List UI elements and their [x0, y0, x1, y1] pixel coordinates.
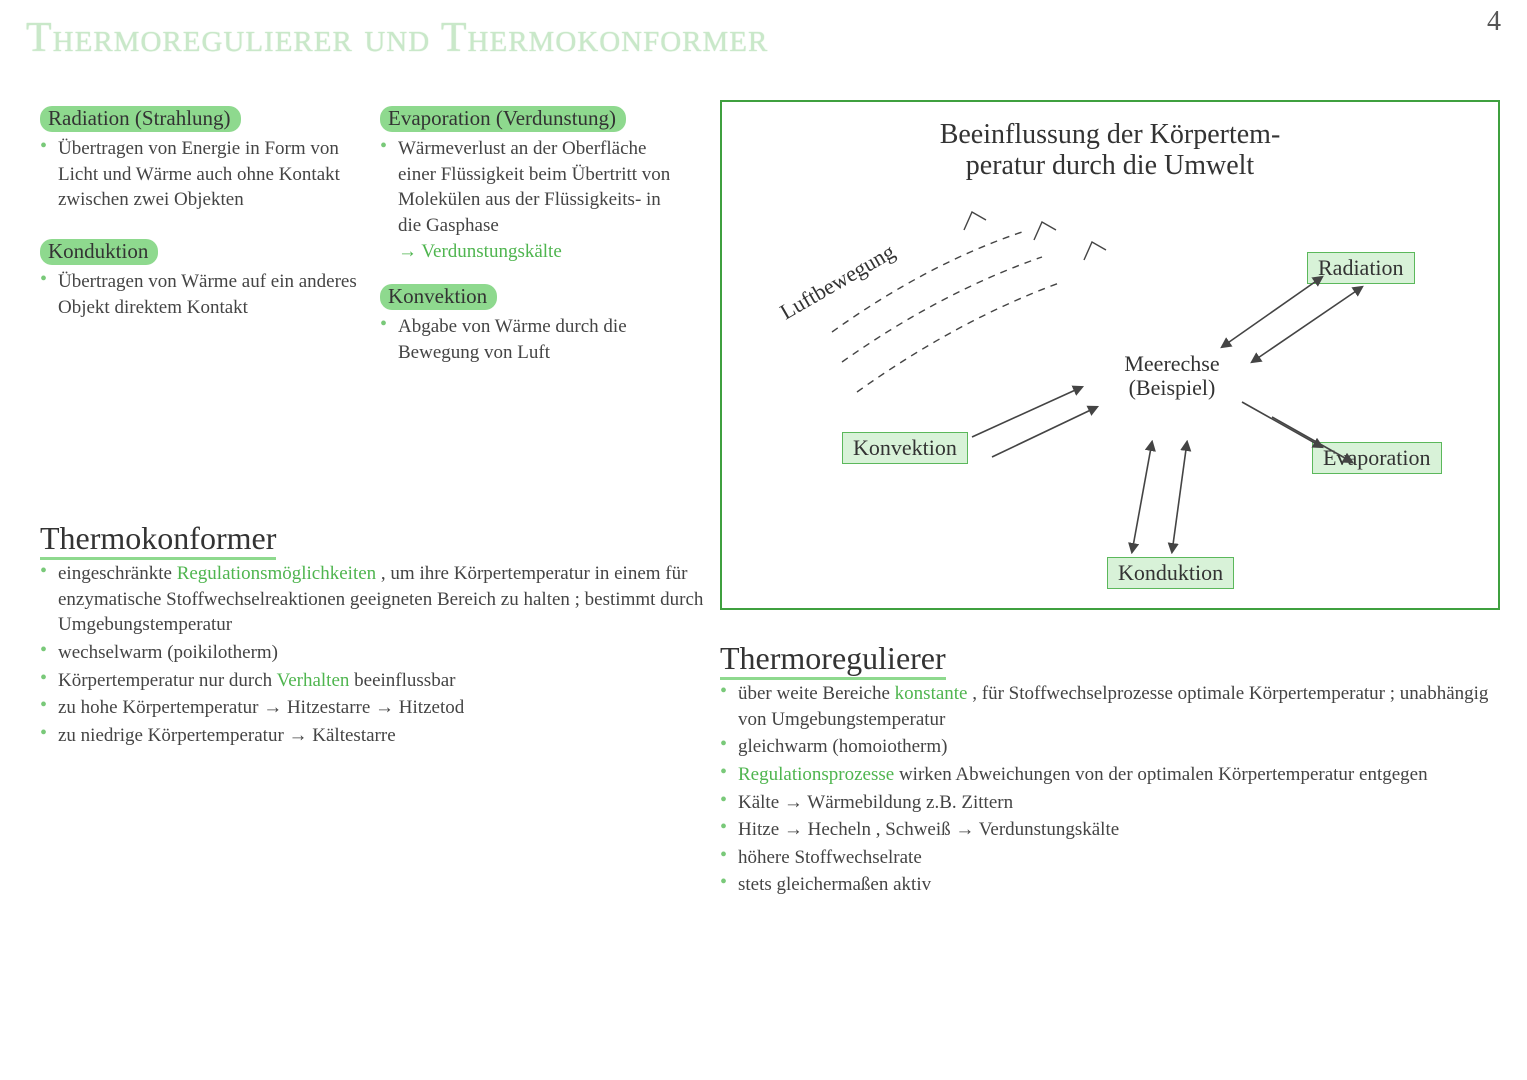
thermoregulierer-heading: Thermoregulierer: [720, 640, 1500, 677]
thermokonformer-heading: Thermokonformer: [40, 520, 710, 557]
diagram-box: Beeinflussung der Körpertem- peratur dur…: [720, 100, 1500, 610]
list-item: Regulationsprozesse wirken Abweichungen …: [720, 762, 1500, 788]
thermoregulierer-list: über weite Bereiche konstante , für Stof…: [720, 681, 1500, 898]
definitions-column-left: Radiation (Strahlung) Übertragen von Ene…: [40, 106, 360, 322]
page-title: Thermoregulierer und Thermokonformer: [26, 14, 768, 62]
section-title-evaporation: Evaporation (Verdunstung): [380, 106, 680, 132]
section-title-radiation: Radiation (Strahlung): [40, 106, 360, 132]
list-item: gleichwarm (homoiotherm): [720, 734, 1500, 760]
radiation-text: Übertragen von Energie in Form von Licht…: [40, 136, 360, 213]
evaporation-text: Wärmeverlust an der Oberfläche einer Flü…: [380, 136, 680, 264]
list-item: Kälte → Wärmebildung z.B. Zittern: [720, 790, 1500, 816]
list-item: zu hohe Körpertemperatur → Hitzestarre →…: [40, 695, 710, 721]
list-item: zu niedrige Körpertemperatur → Kältestar…: [40, 723, 710, 749]
konduktion-text: Übertragen von Wärme auf ein anderes Obj…: [40, 269, 360, 320]
thermokonformer-list: eingeschränkte Regulationsmöglichkeiten …: [40, 561, 710, 748]
page-number: 4: [1487, 6, 1501, 38]
definitions-column-mid: Evaporation (Verdunstung) Wärmeverlust a…: [380, 106, 680, 368]
list-item: eingeschränkte Regulationsmöglichkeiten …: [40, 561, 710, 638]
thermokonformer-section: Thermokonformer eingeschränkte Regulatio…: [40, 520, 710, 750]
list-item: wechselwarm (poikilotherm): [40, 640, 710, 666]
list-item: höhere Stoffwechselrate: [720, 845, 1500, 871]
list-item: Körpertemperatur nur durch Verhalten bee…: [40, 668, 710, 694]
section-title-konvektion: Konvektion: [380, 284, 680, 310]
thermoregulierer-section: Thermoregulierer über weite Bereiche kon…: [720, 640, 1500, 900]
list-item: stets gleichermaßen aktiv: [720, 872, 1500, 898]
diagram-arrows: [722, 102, 1502, 612]
list-item: über weite Bereiche konstante , für Stof…: [720, 681, 1500, 732]
section-title-konduktion: Konduktion: [40, 239, 360, 265]
list-item: Hitze → Hecheln , Schweiß → Verdunstungs…: [720, 817, 1500, 843]
konvektion-text: Abgabe von Wärme durch die Bewegung von …: [380, 314, 680, 365]
